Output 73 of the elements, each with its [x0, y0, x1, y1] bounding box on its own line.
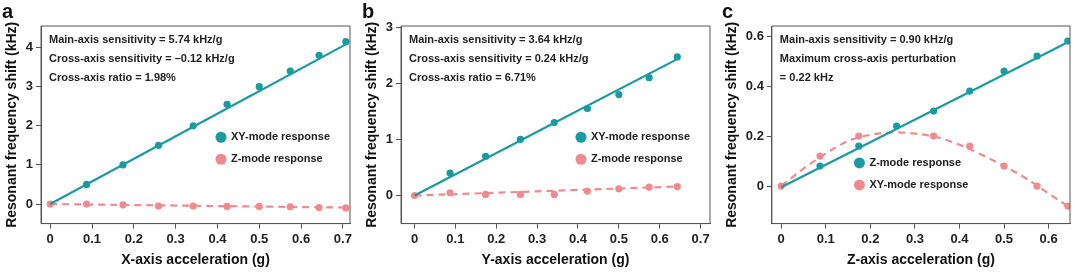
chart-title: a [2, 0, 14, 22]
x-tick-label: 0.7 [691, 230, 710, 246]
x-tick-label: 0.3 [905, 230, 924, 246]
point [615, 90, 623, 99]
y-tick-label: 0 [756, 177, 764, 193]
y-tick-label: 0.4 [745, 77, 765, 93]
point [645, 74, 653, 82]
y-tick-label: 0 [25, 195, 34, 211]
x-axis-title: Y-axis acceleration (g) [481, 251, 630, 268]
x-tick-label: 0.2 [487, 230, 506, 246]
y-tick-label: 4 [25, 39, 34, 55]
x-tick-label: 0.6 [1039, 230, 1058, 246]
x-tick-label: 0.7 [333, 230, 352, 246]
point [550, 190, 558, 199]
y-tick-label: 3 [25, 78, 34, 94]
x-axis-title: Z-axis acceleration (g) [847, 251, 995, 268]
y-tick-label: 0.2 [745, 127, 764, 143]
y-tick-label: 2 [25, 117, 34, 133]
x-tick-label: 0.1 [83, 230, 102, 246]
y-axis-title: Resonant frequency shift (kHz) [723, 21, 740, 228]
annotation: Maximum cross-axis perturbation [779, 52, 957, 65]
annotation: Main-axis sensitivity = 0.90 kHz/g [779, 33, 954, 46]
point [189, 202, 197, 210]
x-tick-label: 0.4 [950, 230, 970, 246]
point [482, 190, 490, 199]
chart-title: b [362, 0, 375, 22]
y-tick-label: 0 [385, 187, 394, 203]
point [516, 190, 524, 199]
annotation: Cross-axis sensitivity = –0.12 kHz/g [49, 52, 235, 65]
y-tick-label: 1 [385, 130, 394, 146]
legend-label: XY-mode response [590, 130, 691, 143]
x-tick-label: 0.2 [124, 230, 143, 246]
x-tick-label: 0.2 [861, 230, 880, 246]
legend-label: Z-mode response [230, 152, 323, 165]
x-tick-label: 0 [410, 230, 419, 246]
x-tick-label: 0.5 [609, 230, 628, 246]
legend-label: XY-mode response [230, 130, 331, 143]
legend-label: Z-mode response [590, 152, 683, 165]
x-tick-label: 0.3 [528, 230, 547, 246]
point [966, 142, 974, 150]
legend-label: XY-mode response [869, 177, 969, 190]
x-tick-label: 0.1 [446, 230, 465, 246]
point [255, 83, 263, 91]
y-tick-label: 3 [385, 18, 394, 34]
annotation: Main-axis sensitivity = 5.74 kHz/g [49, 33, 223, 46]
x-tick-label: 0.5 [250, 230, 269, 246]
annotation: Cross-axis sensitivity = 0.24 kHz/g [409, 52, 589, 65]
y-tick-label: 1 [25, 156, 34, 172]
x-tick-label: 0.4 [208, 230, 228, 246]
point [342, 38, 350, 46]
x-axis-title: X-axis acceleration (g) [121, 251, 270, 268]
y-axis-title: Resonant frequency shift (kHz) [3, 21, 20, 228]
annotation: Cross-axis ratio = 1.98% [49, 71, 177, 84]
annotation: Main-axis sensitivity = 3.64 kHz/g [409, 33, 583, 46]
x-tick-label: 0.3 [166, 230, 185, 246]
annotation: Cross-axis ratio = 6.71% [409, 71, 537, 84]
y-axis-title: Resonant frequency shift (kHz) [363, 21, 380, 228]
x-tick-label: 0.6 [650, 230, 669, 246]
point [673, 53, 681, 61]
x-tick-label: 0.6 [292, 230, 311, 246]
x-tick-label: 0 [46, 230, 54, 246]
point [223, 100, 231, 108]
y-tick-label: 2 [385, 74, 394, 90]
annotation: = 0.22 kHz [779, 71, 834, 84]
x-tick-label: 0.4 [568, 230, 588, 246]
x-tick-label: 0.5 [995, 230, 1014, 246]
point [855, 132, 863, 140]
x-tick-label: 0 [777, 230, 785, 246]
x-tick-label: 0.1 [816, 230, 835, 246]
point [673, 182, 681, 191]
y-tick-label: 0.6 [745, 27, 764, 43]
chart-title: c [722, 0, 734, 22]
legend-label: Z-mode response [869, 155, 962, 168]
